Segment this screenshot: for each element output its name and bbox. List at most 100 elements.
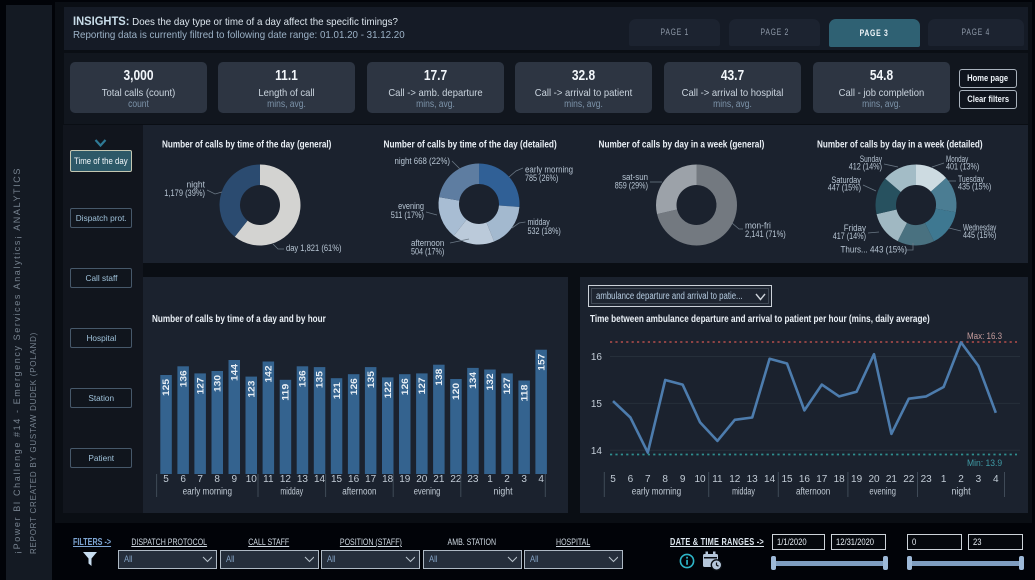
svg-text:18: 18 <box>382 474 394 485</box>
svg-text:5: 5 <box>610 474 616 485</box>
svg-text:435 (15%): 435 (15%) <box>958 182 991 192</box>
svg-text:119: 119 <box>281 384 291 401</box>
svg-text:afternoon: afternoon <box>411 238 444 248</box>
svg-text:Number of calls by time of the: Number of calls by time of the day (deta… <box>384 140 557 151</box>
svg-text:Tuesday: Tuesday <box>958 174 984 184</box>
svg-text:midday: midday <box>280 487 303 498</box>
svg-text:417 (14%): 417 (14%) <box>833 231 866 241</box>
svg-text:4: 4 <box>538 474 544 485</box>
svg-text:16: 16 <box>799 474 811 485</box>
svg-text:Saturday: Saturday <box>831 175 861 185</box>
svg-text:13: 13 <box>747 474 759 485</box>
svg-text:early morning: early morning <box>632 487 681 498</box>
svg-text:20: 20 <box>416 474 428 485</box>
svg-text:511 (17%): 511 (17%) <box>391 210 424 220</box>
svg-text:20: 20 <box>868 474 880 485</box>
svg-text:136: 136 <box>298 370 308 387</box>
svg-text:early morning: early morning <box>183 487 232 498</box>
svg-text:19: 19 <box>399 474 411 485</box>
svg-text:122: 122 <box>383 381 393 398</box>
svg-text:127: 127 <box>417 377 427 394</box>
svg-text:22: 22 <box>450 474 462 485</box>
svg-text:Number of calls by time of a d: Number of calls by time of a day and by … <box>152 314 326 325</box>
svg-text:17: 17 <box>816 474 828 485</box>
svg-text:120: 120 <box>451 383 461 400</box>
svg-text:mon-fri: mon-fri <box>745 221 771 231</box>
svg-text:Number of calls by time of the: Number of calls by time of the day (gene… <box>162 140 331 151</box>
svg-text:16: 16 <box>591 352 603 363</box>
svg-text:144: 144 <box>230 364 240 381</box>
svg-text:Number of calls by day in a we: Number of calls by day in a week (detail… <box>817 140 983 151</box>
svg-text:22: 22 <box>903 474 915 485</box>
svg-text:12: 12 <box>280 474 292 485</box>
svg-text:8: 8 <box>214 474 220 485</box>
svg-text:16: 16 <box>348 474 360 485</box>
svg-text:evening: evening <box>869 487 896 498</box>
svg-text:412 (14%): 412 (14%) <box>849 162 882 172</box>
svg-text:midday: midday <box>732 487 755 498</box>
svg-text:11: 11 <box>263 474 274 485</box>
svg-text:157: 157 <box>536 354 546 371</box>
svg-text:10: 10 <box>246 474 258 485</box>
svg-text:day 1,821 (61%): day 1,821 (61%) <box>286 243 342 253</box>
svg-text:126: 126 <box>349 378 359 395</box>
svg-text:afternoon: afternoon <box>342 487 376 498</box>
svg-text:Sunday: Sunday <box>860 154 883 164</box>
svg-text:447 (15%): 447 (15%) <box>828 183 861 193</box>
svg-text:Wednesday: Wednesday <box>963 223 997 233</box>
svg-text:Min: 13.9: Min: 13.9 <box>967 458 1002 469</box>
svg-text:21: 21 <box>433 474 445 485</box>
svg-text:127: 127 <box>195 377 205 394</box>
svg-text:8: 8 <box>662 474 668 485</box>
svg-text:Max: 16.3: Max: 16.3 <box>967 331 1002 342</box>
svg-text:134: 134 <box>468 372 478 389</box>
svg-text:2: 2 <box>504 474 510 485</box>
svg-text:11: 11 <box>712 474 723 485</box>
svg-text:785 (26%): 785 (26%) <box>525 173 558 183</box>
svg-text:123: 123 <box>247 381 257 398</box>
svg-text:126: 126 <box>400 378 410 395</box>
svg-text:night: night <box>952 487 971 498</box>
svg-text:6: 6 <box>180 474 186 485</box>
svg-text:135: 135 <box>366 371 376 388</box>
svg-text:evening: evening <box>414 487 441 498</box>
svg-text:18: 18 <box>834 474 846 485</box>
svg-text:1,179 (39%): 1,179 (39%) <box>164 188 205 198</box>
svg-text:5: 5 <box>163 474 169 485</box>
svg-text:532 (18%): 532 (18%) <box>528 226 561 236</box>
svg-text:2,141 (71%): 2,141 (71%) <box>745 229 786 239</box>
svg-text:859 (29%): 859 (29%) <box>615 181 648 191</box>
svg-text:23: 23 <box>467 474 479 485</box>
svg-text:136: 136 <box>178 370 188 387</box>
svg-text:445 (15%): 445 (15%) <box>963 230 996 240</box>
svg-text:night: night <box>494 487 513 498</box>
svg-text:118: 118 <box>519 385 529 402</box>
svg-text:Monday: Monday <box>946 154 969 164</box>
svg-text:15: 15 <box>331 474 343 485</box>
svg-text:midday: midday <box>528 217 551 227</box>
svg-text:7: 7 <box>197 474 203 485</box>
svg-text:3: 3 <box>521 474 527 485</box>
svg-text:130: 130 <box>212 375 222 392</box>
svg-text:sat-sun: sat-sun <box>622 172 648 182</box>
svg-text:10: 10 <box>694 474 706 485</box>
svg-text:3: 3 <box>976 474 982 485</box>
svg-text:127: 127 <box>502 377 512 394</box>
svg-text:night: night <box>187 180 206 190</box>
svg-text:6: 6 <box>628 474 634 485</box>
svg-text:125: 125 <box>161 379 171 396</box>
svg-text:evening: evening <box>398 201 424 211</box>
svg-text:Time between ambulance departu: Time between ambulance departure and arr… <box>590 314 930 325</box>
svg-text:15: 15 <box>591 399 603 410</box>
svg-text:9: 9 <box>680 474 686 485</box>
svg-text:23: 23 <box>921 474 933 485</box>
svg-text:Friday: Friday <box>844 223 867 233</box>
svg-text:15: 15 <box>781 474 793 485</box>
svg-text:14: 14 <box>314 474 326 485</box>
svg-text:132: 132 <box>485 374 495 391</box>
svg-text:13: 13 <box>297 474 309 485</box>
svg-text:9: 9 <box>231 474 237 485</box>
svg-text:12: 12 <box>729 474 741 485</box>
svg-text:19: 19 <box>851 474 863 485</box>
svg-text:17: 17 <box>365 474 377 485</box>
